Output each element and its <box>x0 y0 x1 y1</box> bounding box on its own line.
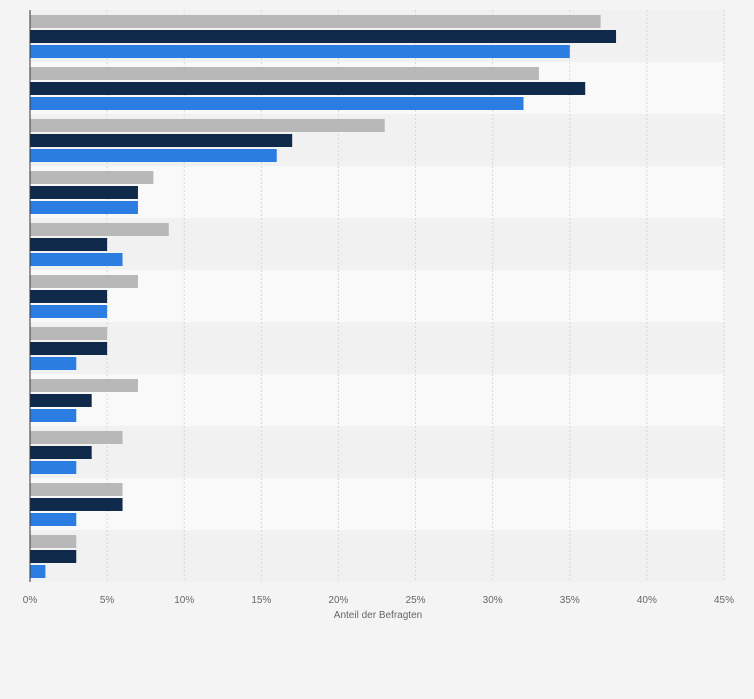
bar-s2-r6[interactable] <box>30 290 108 303</box>
bar-s1-r5[interactable] <box>30 223 169 236</box>
bar-s3-r2[interactable] <box>30 97 524 110</box>
bar-s1-r10[interactable] <box>30 483 123 496</box>
bar-s3-r7[interactable] <box>30 357 77 370</box>
bar-s2-r11[interactable] <box>30 550 77 563</box>
x-tick-label: 10% <box>174 595 194 606</box>
bar-s3-r6[interactable] <box>30 305 108 318</box>
bar-s3-r4[interactable] <box>30 201 138 214</box>
bar-s1-r9[interactable] <box>30 431 123 444</box>
bar-s3-r1[interactable] <box>30 45 570 58</box>
bar-s1-r11[interactable] <box>30 535 77 548</box>
bar-s3-r9[interactable] <box>30 461 77 474</box>
bar-s2-r8[interactable] <box>30 394 92 407</box>
bars <box>30 15 617 578</box>
bar-s1-r3[interactable] <box>30 119 385 132</box>
x-tick-labels: 0% 5% 10% 15% 20% 25% 30% 35% 40% 45% <box>23 595 734 606</box>
bar-s2-r10[interactable] <box>30 498 123 511</box>
bar-s1-r2[interactable] <box>30 67 539 80</box>
bar-s3-r10[interactable] <box>30 513 77 526</box>
bar-s3-r11[interactable] <box>30 565 46 578</box>
row-band <box>30 322 724 374</box>
row-band <box>30 270 724 322</box>
bar-s1-r6[interactable] <box>30 275 138 288</box>
bar-s2-r2[interactable] <box>30 82 586 95</box>
bar-s3-r3[interactable] <box>30 149 277 162</box>
x-tick-label: 45% <box>714 595 734 606</box>
bar-s1-r8[interactable] <box>30 379 138 392</box>
bar-s2-r9[interactable] <box>30 446 92 459</box>
x-tick-label: 20% <box>328 595 348 606</box>
x-tick-label: 35% <box>560 595 580 606</box>
x-tick-label: 30% <box>483 595 503 606</box>
bar-s1-r7[interactable] <box>30 327 108 340</box>
x-axis-title: Anteil der Befragten <box>334 610 422 621</box>
x-tick-label: 25% <box>406 595 426 606</box>
x-tick-label: 5% <box>100 595 115 606</box>
bar-s3-r5[interactable] <box>30 253 123 266</box>
bar-s2-r4[interactable] <box>30 186 138 199</box>
row-band <box>30 530 724 582</box>
bar-s1-r1[interactable] <box>30 15 601 28</box>
bar-s2-r5[interactable] <box>30 238 108 251</box>
row-bands <box>30 10 724 582</box>
bar-s3-r8[interactable] <box>30 409 77 422</box>
row-band <box>30 374 724 426</box>
bar-s2-r1[interactable] <box>30 30 617 43</box>
x-tick-label: 15% <box>251 595 271 606</box>
bar-s2-r7[interactable] <box>30 342 108 355</box>
row-band <box>30 426 724 478</box>
x-tick-label: 0% <box>23 595 38 606</box>
bar-s1-r4[interactable] <box>30 171 154 184</box>
x-tick-label: 40% <box>637 595 657 606</box>
row-band <box>30 478 724 530</box>
bar-s2-r3[interactable] <box>30 134 293 147</box>
